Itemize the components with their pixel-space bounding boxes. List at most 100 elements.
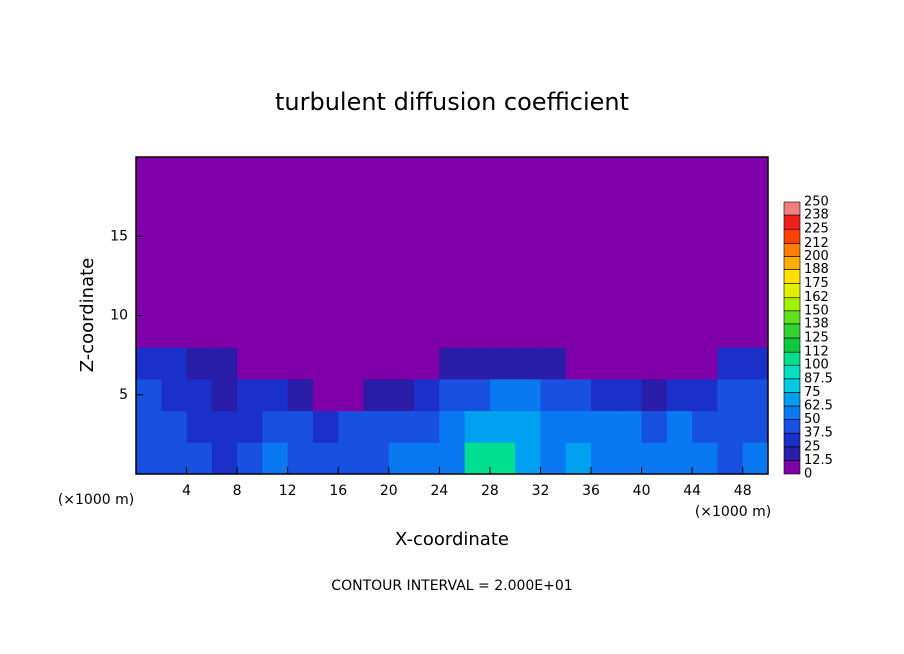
colorbar-label: 112: [804, 345, 829, 360]
heat-cell: [717, 442, 744, 475]
heat-cell: [312, 188, 339, 221]
heat-cell: [287, 188, 314, 221]
heat-cell: [414, 410, 440, 443]
heat-cell: [161, 347, 188, 380]
heat-cell: [211, 378, 238, 412]
heat-cell: [692, 252, 718, 285]
heat-cell: [363, 157, 390, 190]
heat-cell: [338, 157, 365, 190]
heat-cell: [262, 442, 289, 475]
heat-cell: [262, 283, 289, 316]
heat-cell: [186, 442, 213, 475]
heat-cell: [287, 442, 314, 475]
y-unit-label: (×1000 m): [58, 492, 134, 508]
heat-cell: [388, 315, 415, 348]
heat-cell: [489, 315, 516, 348]
heat-cell: [287, 252, 314, 285]
heat-cell: [692, 315, 718, 348]
heat-cell: [136, 157, 162, 190]
heat-cell: [312, 157, 339, 190]
heat-cell: [186, 157, 213, 190]
heat-cell: [136, 442, 162, 475]
heat-cell: [591, 188, 617, 221]
x-tick-label: 20: [380, 483, 398, 499]
heat-cell: [591, 442, 617, 475]
heat-cell: [591, 347, 617, 380]
heat-cell: [717, 188, 744, 221]
heat-cell: [439, 378, 466, 412]
heat-cell: [237, 410, 263, 443]
heat-cell: [211, 157, 238, 190]
colorbar-swatch: [783, 310, 801, 325]
heat-cell: [641, 157, 668, 190]
heat-cell: [439, 220, 466, 253]
colorbar-swatch: [783, 323, 801, 339]
heat-cell: [565, 252, 592, 285]
colorbar-swatch: [783, 364, 801, 380]
heat-cell: [717, 283, 744, 316]
heat-cell: [565, 283, 592, 316]
heat-cell: [641, 188, 668, 221]
colorbar-swatch: [783, 378, 801, 393]
heat-cell: [312, 347, 339, 380]
heat-cell: [742, 442, 769, 475]
heat-cell: [237, 220, 263, 253]
heat-cell: [464, 315, 491, 348]
heat-cell: [312, 378, 339, 412]
heat-cell: [237, 157, 263, 190]
heat-cell: [237, 347, 263, 380]
heat-cell: [540, 347, 567, 380]
heat-cell: [616, 315, 643, 348]
heat-cell: [515, 410, 541, 443]
heat-cell: [211, 410, 238, 443]
heat-cell: [489, 252, 516, 285]
heat-cell: [161, 378, 188, 412]
heat-cell: [616, 442, 643, 475]
heat-cell: [742, 188, 769, 221]
heat-cell: [161, 252, 188, 285]
heat-cell: [439, 442, 466, 475]
heat-cell: [515, 157, 541, 190]
heat-cell: [742, 410, 769, 443]
heat-cell: [161, 157, 188, 190]
heat-cell: [591, 315, 617, 348]
heat-cell: [136, 410, 162, 443]
y-tick-label: 5: [119, 387, 128, 403]
heat-cell: [363, 252, 390, 285]
heat-cell: [161, 410, 188, 443]
heat-cell: [540, 220, 567, 253]
heat-cell: [540, 157, 567, 190]
heat-cell: [591, 252, 617, 285]
colorbar-swatch: [783, 269, 801, 284]
colorbar-label: 188: [804, 262, 829, 277]
heat-cell: [464, 252, 491, 285]
heat-cell: [211, 252, 238, 285]
x-unit-label: (×1000 m): [695, 504, 771, 520]
heat-cell: [363, 347, 390, 380]
heat-cell: [565, 347, 592, 380]
heat-cell: [616, 157, 643, 190]
heat-cell: [414, 315, 440, 348]
heat-cell: [211, 315, 238, 348]
heat-cell: [338, 378, 365, 412]
heat-cell: [666, 220, 693, 253]
heat-cell: [742, 157, 769, 190]
heat-cell: [439, 283, 466, 316]
heat-cell: [692, 378, 718, 412]
heat-cell: [591, 157, 617, 190]
heat-cell: [388, 220, 415, 253]
heat-cell: [717, 157, 744, 190]
heat-cell: [540, 315, 567, 348]
heat-cell: [464, 347, 491, 380]
heat-cell: [489, 442, 516, 475]
heat-cell: [211, 188, 238, 221]
heat-cell: [287, 410, 314, 443]
heat-cell: [464, 410, 491, 443]
heat-cell: [211, 442, 238, 475]
heat-cell: [439, 315, 466, 348]
colorbar-label: 25: [804, 439, 821, 454]
heat-cell: [489, 378, 516, 412]
heat-cell: [186, 378, 213, 412]
colorbar-swatch: [783, 256, 801, 270]
heat-cell: [363, 410, 390, 443]
